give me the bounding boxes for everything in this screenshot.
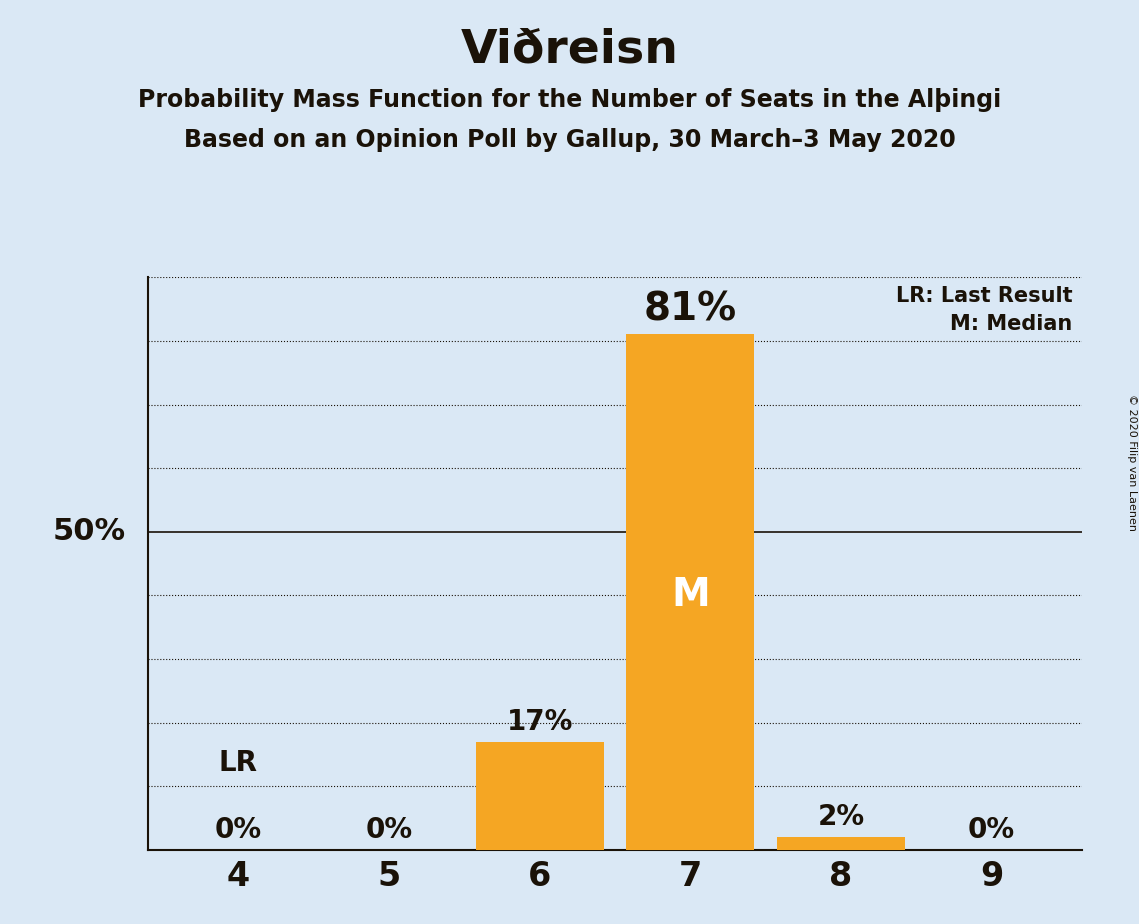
Bar <box>777 837 906 850</box>
Text: 81%: 81% <box>644 290 737 328</box>
Text: 0%: 0% <box>968 816 1015 844</box>
Text: © 2020 Filip van Laenen: © 2020 Filip van Laenen <box>1126 394 1137 530</box>
Bar <box>476 742 604 850</box>
Bar <box>626 334 754 850</box>
Text: M: Median: M: Median <box>950 314 1073 334</box>
Text: 17%: 17% <box>507 708 573 736</box>
Text: M: M <box>671 577 710 614</box>
Text: 0%: 0% <box>366 816 412 844</box>
Text: 0%: 0% <box>215 816 262 844</box>
Text: Viðreisn: Viðreisn <box>460 28 679 73</box>
Text: 50%: 50% <box>52 517 125 546</box>
Text: Probability Mass Function for the Number of Seats in the Alþingi: Probability Mass Function for the Number… <box>138 88 1001 112</box>
Text: 2%: 2% <box>818 803 865 831</box>
Text: LR: LR <box>219 748 257 777</box>
Text: Based on an Opinion Poll by Gallup, 30 March–3 May 2020: Based on an Opinion Poll by Gallup, 30 M… <box>183 128 956 152</box>
Text: LR: Last Result: LR: Last Result <box>896 286 1073 306</box>
